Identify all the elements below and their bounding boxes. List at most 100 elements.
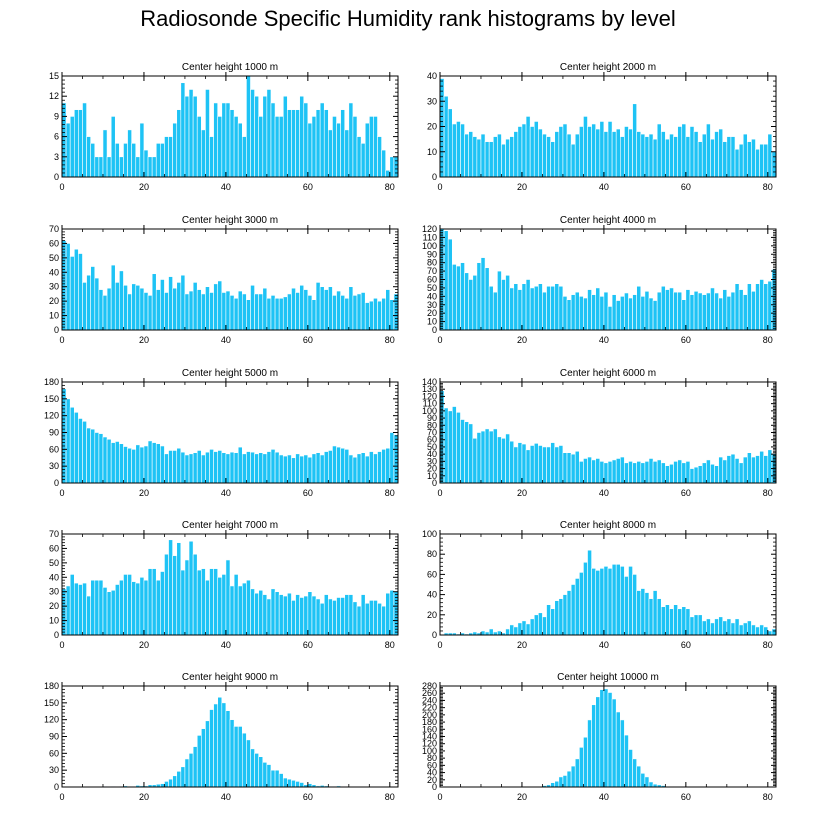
histogram-bar — [61, 102, 67, 178]
histogram-bar — [295, 292, 300, 331]
histogram-bar — [517, 126, 523, 178]
histogram-bar — [352, 601, 358, 636]
histogram-bar — [69, 406, 75, 484]
histogram-bar — [237, 446, 243, 484]
histogram-bar — [377, 300, 382, 331]
histogram-bar — [94, 156, 100, 178]
x-tick-label: 20 — [139, 335, 149, 345]
panel-title: Center height 8000 m — [560, 520, 656, 531]
histogram-bar — [566, 133, 572, 178]
histogram-bar — [640, 462, 646, 484]
histogram-bar — [246, 451, 251, 484]
histogram-bar — [360, 292, 366, 331]
histogram-bar — [726, 618, 732, 636]
histogram-bar — [82, 282, 87, 331]
histogram-bar — [233, 452, 239, 484]
histogram-bar — [451, 406, 457, 484]
histogram-bar — [611, 459, 617, 484]
y-tick-label: 10 — [427, 317, 437, 327]
histogram-bar — [385, 447, 391, 484]
histogram-bar — [456, 265, 461, 331]
histogram-bar — [377, 136, 382, 178]
histogram-bar — [611, 131, 617, 178]
histogram-bar — [751, 624, 756, 636]
histogram-bar — [722, 289, 728, 331]
y-tick-label: 180 — [44, 377, 59, 387]
histogram-bar — [566, 452, 572, 484]
histogram-bar — [110, 589, 116, 636]
histogram-bar — [660, 462, 666, 484]
histogram-bar — [734, 618, 740, 636]
histogram-bar — [291, 779, 296, 788]
histogram-bar — [205, 89, 210, 178]
histogram-bar — [710, 622, 715, 636]
histogram-bar — [607, 692, 613, 788]
histogram-bar — [217, 450, 223, 484]
histogram-bar — [488, 628, 494, 636]
histogram-bar — [246, 75, 251, 178]
histogram-bar — [266, 451, 272, 484]
histogram-bar — [660, 285, 666, 331]
histogram-bar — [583, 458, 588, 484]
histogram-bar — [755, 148, 760, 178]
histogram-bar — [270, 588, 276, 636]
histogram-bar — [619, 296, 625, 331]
histogram-bar — [102, 587, 108, 636]
histogram-bar — [611, 698, 617, 788]
x-tick-label: 20 — [139, 182, 149, 192]
histogram-bar — [644, 290, 650, 331]
histogram-bar — [648, 598, 654, 636]
histogram-bar — [513, 626, 519, 636]
histogram-bar — [319, 102, 325, 178]
y-tick-label: 50 — [49, 253, 59, 263]
histogram-bar — [94, 277, 100, 331]
y-tick-label: 150 — [44, 698, 59, 708]
y-tick-label: 160 — [422, 724, 437, 734]
histogram-bar — [492, 428, 498, 484]
histogram-bar — [644, 592, 650, 636]
histogram-bar — [533, 285, 539, 331]
histogram-bar — [196, 735, 202, 788]
panel-title: Center height 2000 m — [560, 62, 656, 73]
histogram-bar — [771, 628, 777, 636]
histogram-bar — [595, 696, 601, 788]
histogram-bar — [706, 123, 711, 178]
y-tick-label: 140 — [422, 377, 437, 387]
histogram-bar — [377, 602, 382, 636]
x-tick-label: 20 — [139, 792, 149, 802]
histogram-bar — [538, 612, 543, 636]
histogram-bar — [509, 440, 515, 484]
x-tick-label: 80 — [385, 488, 395, 498]
panel-6000m: Center height 6000 m0 20 40 60 8001020304050… — [422, 368, 777, 498]
histogram-bar — [184, 293, 190, 331]
histogram-bar — [86, 136, 91, 178]
x-tick-label: 40 — [221, 792, 231, 802]
histogram-bar — [94, 432, 100, 484]
histogram-bar — [497, 133, 502, 178]
histogram-bar — [172, 775, 178, 788]
histogram-bar — [196, 116, 202, 178]
histogram-bar — [188, 453, 194, 484]
histogram-bar — [356, 136, 362, 178]
histogram-bar — [730, 453, 736, 484]
histogram-bar — [673, 461, 678, 484]
histogram-bar — [311, 595, 317, 636]
histogram-bar — [484, 428, 490, 484]
histogram-bar — [615, 711, 621, 788]
histogram-bar — [566, 770, 572, 788]
y-tick-label: 0 — [54, 630, 59, 640]
histogram-bar — [492, 136, 498, 178]
histogram-bar — [233, 574, 239, 636]
y-tick-label: 180 — [44, 681, 59, 691]
histogram-bar — [151, 442, 157, 484]
histogram-bar — [558, 445, 564, 484]
histogram-bar — [221, 452, 227, 484]
histogram-bar — [632, 574, 637, 636]
histogram-bar — [464, 421, 469, 484]
x-tick-label: 40 — [599, 640, 609, 650]
histogram-bar — [636, 590, 642, 636]
histogram-bar — [266, 89, 272, 178]
x-tick-label: 20 — [139, 488, 149, 498]
histogram-bar — [747, 283, 752, 331]
histogram-bar — [521, 283, 527, 331]
